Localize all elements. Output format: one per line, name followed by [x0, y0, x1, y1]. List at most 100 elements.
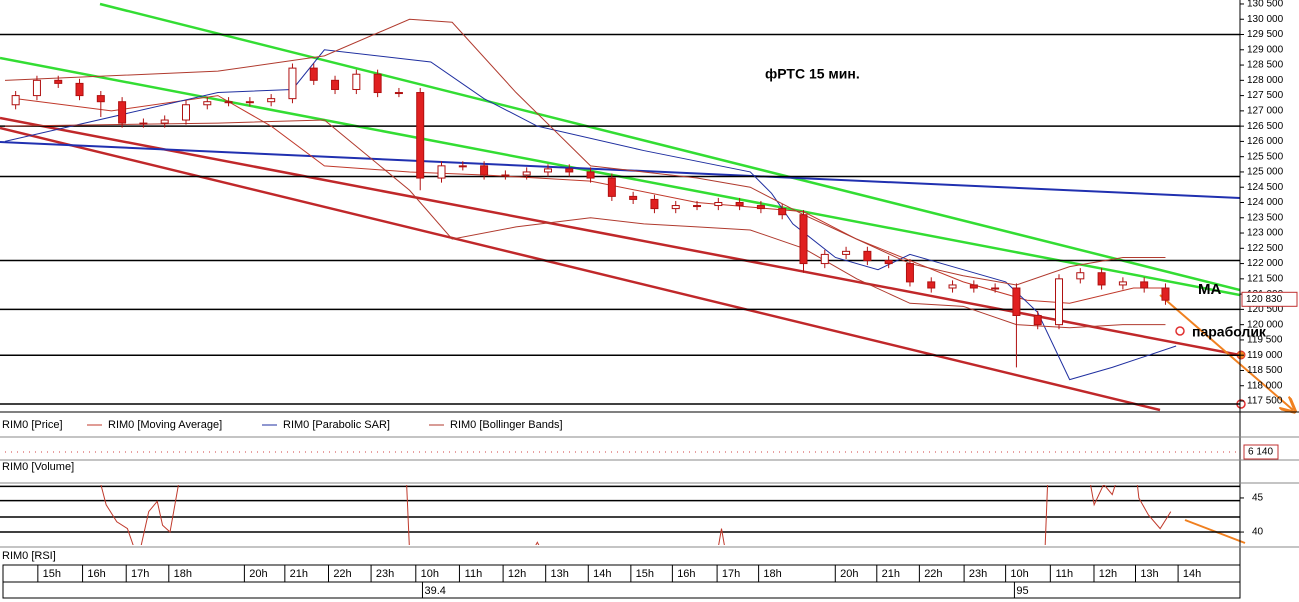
- candle-body: [75, 82, 84, 97]
- date-label: 39.4: [424, 585, 445, 597]
- candle-body: [203, 101, 212, 106]
- y-tick-label: 117 500: [1247, 396, 1283, 407]
- candle-body: [32, 79, 41, 97]
- candle-body: [1012, 287, 1021, 316]
- legend-label: RIM0 [Parabolic SAR]: [283, 419, 390, 431]
- band-lower: [4, 119, 1166, 329]
- y-tick-label: 122 500: [1247, 243, 1284, 254]
- legend-label: RIM0 [Moving Average]: [108, 419, 222, 431]
- candle-body: [416, 92, 425, 179]
- candle-body: [139, 122, 148, 125]
- trend-line: [0, 126, 1161, 412]
- x-tick-label: 16h: [87, 568, 105, 580]
- x-tick-label: 23h: [969, 568, 987, 580]
- candle-body: [458, 165, 467, 168]
- x-tick-label: 18h: [174, 568, 192, 580]
- y-tick-label: 122 000: [1247, 258, 1284, 269]
- x-tick-label: 22h: [333, 568, 351, 580]
- y-tick-label: 40: [1252, 527, 1264, 538]
- candle-body: [948, 284, 957, 289]
- candle-body: [522, 171, 531, 176]
- x-tick-label: 21h: [290, 568, 308, 580]
- candle-body: [820, 253, 829, 265]
- last-value-label: 6 140: [1248, 447, 1273, 458]
- x-tick-label: 17h: [722, 568, 740, 580]
- candle-body: [927, 281, 936, 289]
- candle-body: [991, 287, 1000, 290]
- y-tick-label: 127 000: [1247, 106, 1284, 117]
- x-tick-label: 11h: [1056, 568, 1074, 580]
- candle-body: [756, 205, 765, 210]
- y-tick-label: 119 500: [1247, 335, 1283, 346]
- x-tick-label: 23h: [376, 568, 394, 580]
- marker: [1175, 326, 1185, 336]
- candle-body: [586, 171, 595, 179]
- y-tick-label: 130 000: [1247, 14, 1284, 25]
- x-tick-label: 11h: [465, 568, 483, 580]
- candle-body: [884, 260, 893, 265]
- y-tick-label: 124 500: [1247, 182, 1284, 193]
- candle-body: [352, 73, 361, 90]
- x-tick-label: 14h: [593, 568, 611, 580]
- y-tick-label: 129 000: [1247, 44, 1284, 55]
- arrow: [1159, 294, 1293, 410]
- x-tick-label: 15h: [43, 568, 61, 580]
- annotation: MA: [1198, 281, 1221, 298]
- candle-body: [778, 208, 787, 216]
- trend-line: [0, 116, 1240, 357]
- candle-body: [245, 101, 254, 104]
- candle-body: [1055, 278, 1064, 326]
- candle-body: [969, 284, 978, 289]
- x-tick-label: 17h: [131, 568, 149, 580]
- y-tick-label: 124 000: [1247, 197, 1284, 208]
- candle-body: [543, 168, 552, 173]
- panel-title: RIM0 [Volume]: [2, 461, 74, 473]
- candle-body: [96, 95, 105, 103]
- candle-body: [267, 98, 276, 103]
- candle-body: [1033, 314, 1042, 326]
- x-tick-label: 16h: [677, 568, 695, 580]
- candle-body: [842, 250, 851, 255]
- candle-body: [1076, 272, 1085, 280]
- candle-body: [650, 198, 659, 210]
- candle-body: [331, 79, 340, 90]
- rsi-plot: [0, 485, 1240, 545]
- x-tick-label: 10h: [1010, 568, 1028, 580]
- candle-body: [181, 104, 190, 121]
- date-label: 95: [1016, 585, 1028, 597]
- candle-body: [480, 165, 489, 176]
- candle-body: [160, 119, 169, 124]
- candle-body: [607, 177, 616, 197]
- candle-body: [863, 250, 872, 262]
- x-tick-label: 21h: [882, 568, 900, 580]
- candle-body: [714, 201, 723, 207]
- trend-line: [99, 2, 1240, 292]
- y-tick-label: 119 000: [1247, 350, 1283, 361]
- y-tick-label: 125 500: [1247, 151, 1284, 162]
- y-tick-label: 123 500: [1247, 212, 1284, 223]
- x-tick-label: 14h: [1183, 568, 1201, 580]
- candle-body: [671, 205, 680, 210]
- y-tick-label: 118 500: [1247, 365, 1283, 376]
- x-tick-label: 22h: [924, 568, 942, 580]
- candle-body: [437, 165, 446, 179]
- x-tick-label: 20h: [249, 568, 267, 580]
- y-tick-label: 128 000: [1247, 75, 1284, 86]
- band-upper: [4, 18, 1166, 286]
- x-tick-label: 12h: [1099, 568, 1117, 580]
- last-value-label: 120 830: [1246, 294, 1283, 305]
- y-tick-label: 128 500: [1247, 60, 1284, 71]
- candle-body: [373, 73, 382, 94]
- y-tick-label: 121 500: [1247, 273, 1284, 284]
- y-tick-label: 130 500: [1247, 0, 1284, 10]
- y-tick-label: 123 000: [1247, 228, 1284, 239]
- legend-label: RIM0 [Bollinger Bands]: [450, 419, 563, 431]
- y-tick-label: 129 500: [1247, 29, 1284, 40]
- candle-body: [1118, 281, 1127, 286]
- candle-body: [224, 101, 233, 104]
- chart-title: фРТС 15 мин.: [765, 66, 860, 82]
- candle-body: [11, 95, 20, 106]
- candle-body: [288, 67, 297, 100]
